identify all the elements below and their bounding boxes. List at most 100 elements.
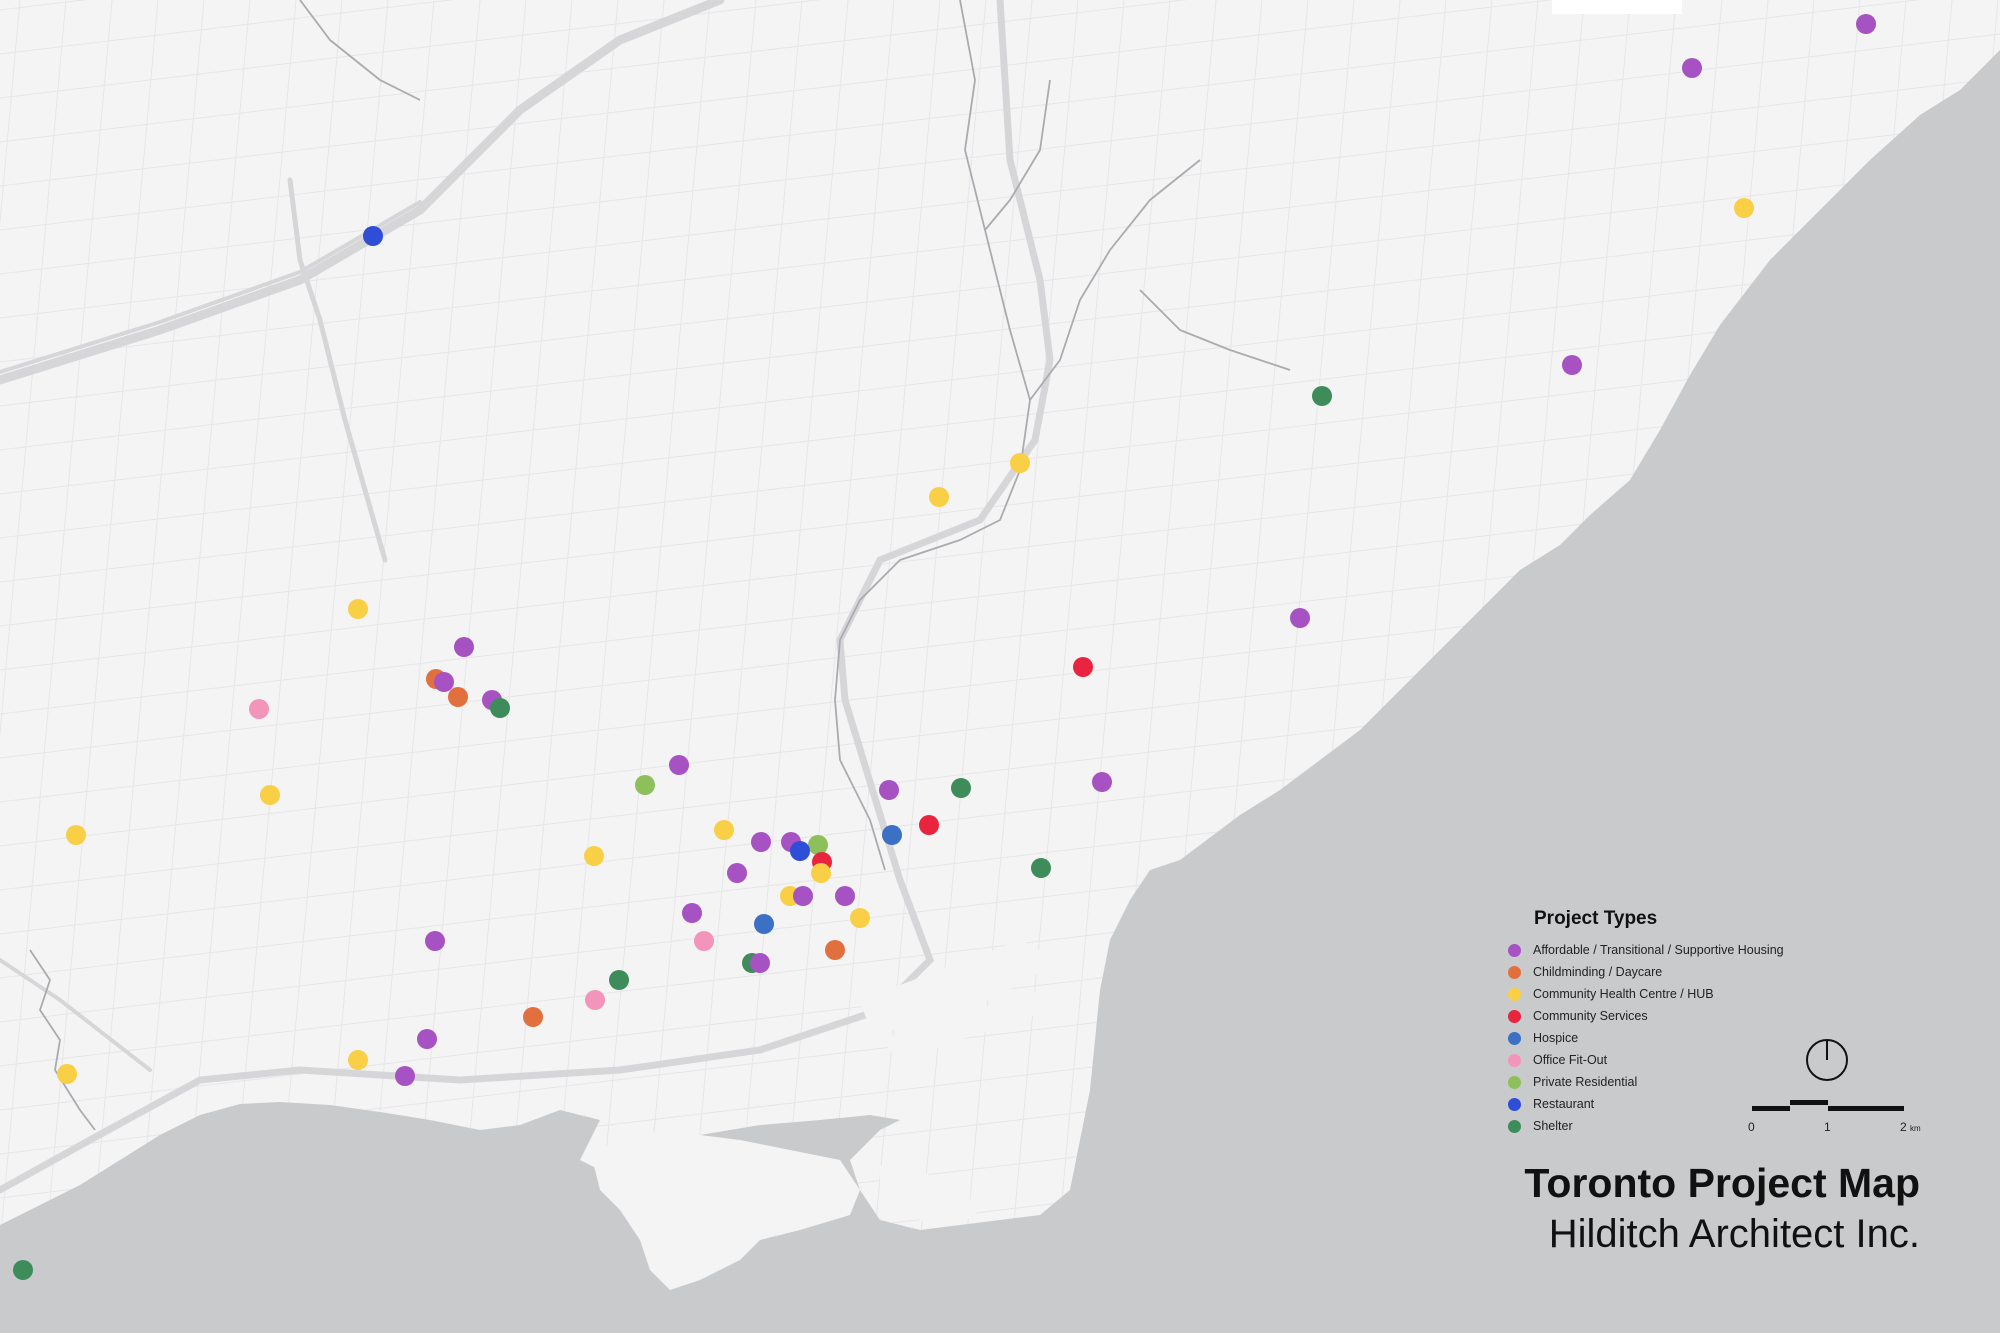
legend-label-housing: Affordable / Transitional / Supportive H… <box>1533 943 1784 957</box>
lake-ontario <box>0 50 2000 1333</box>
project-marker-housing[interactable] <box>669 755 689 775</box>
legend-swatch-office <box>1508 1053 1521 1067</box>
project-marker-shelter[interactable] <box>490 698 510 718</box>
map-title: Toronto Project Map <box>1524 1160 1920 1206</box>
project-marker-office[interactable] <box>694 931 714 951</box>
project-marker-shelter[interactable] <box>1312 386 1332 406</box>
legend-label-office: Office Fit-Out <box>1533 1053 1608 1067</box>
project-marker-housing[interactable] <box>879 780 899 800</box>
project-marker-housing[interactable] <box>682 903 702 923</box>
project-marker-hospice[interactable] <box>882 825 902 845</box>
project-marker-housing[interactable] <box>1682 58 1702 78</box>
legend-title: Project Types <box>1534 908 1658 929</box>
project-marker-health[interactable] <box>1734 198 1754 218</box>
project-marker-health[interactable] <box>348 1050 368 1070</box>
project-marker-housing[interactable] <box>425 931 445 951</box>
project-marker-housing[interactable] <box>727 863 747 883</box>
rivers <box>29 0 1291 1131</box>
project-marker-health[interactable] <box>57 1064 77 1084</box>
scale-bar-graphic <box>1752 1100 1904 1111</box>
project-marker-shelter[interactable] <box>951 778 971 798</box>
project-marker-housing[interactable] <box>395 1066 415 1086</box>
legend-swatch-residential <box>1508 1075 1521 1089</box>
project-marker-health[interactable] <box>714 820 734 840</box>
legend-swatch-housing <box>1508 943 1521 957</box>
legend-item-daycare: Childminding / Daycare <box>1498 961 1838 983</box>
legend-swatch-restaurant <box>1508 1097 1521 1111</box>
project-marker-housing[interactable] <box>793 886 813 906</box>
project-marker-health[interactable] <box>1010 453 1030 473</box>
project-marker-housing[interactable] <box>835 886 855 906</box>
project-marker-residential[interactable] <box>808 835 828 855</box>
project-marker-shelter[interactable] <box>1031 858 1051 878</box>
project-marker-health[interactable] <box>811 863 831 883</box>
project-marker-office[interactable] <box>249 699 269 719</box>
legend-item-restaurant: Restaurant <box>1498 1093 1838 1115</box>
legend-swatch-daycare <box>1508 965 1521 979</box>
legend-swatch-hospice <box>1508 1031 1521 1045</box>
project-marker-health[interactable] <box>929 487 949 507</box>
scale-tick-2-value: 2 <box>1900 1120 1907 1134</box>
project-marker-community[interactable] <box>919 815 939 835</box>
project-marker-restaurant[interactable] <box>363 226 383 246</box>
legend-label-shelter: Shelter <box>1533 1119 1573 1133</box>
project-markers <box>13 14 1876 1280</box>
toronto-islands <box>590 1130 980 1290</box>
project-marker-housing[interactable] <box>1856 14 1876 34</box>
project-marker-office[interactable] <box>585 990 605 1010</box>
project-marker-housing[interactable] <box>434 672 454 692</box>
project-marker-shelter[interactable] <box>609 970 629 990</box>
scale-unit: km <box>1910 1124 1921 1133</box>
legend-item-hospice: Hospice <box>1498 1027 1838 1049</box>
legend-item-housing: Affordable / Transitional / Supportive H… <box>1498 939 1838 961</box>
legend-label-community: Community Services <box>1533 1009 1648 1023</box>
project-marker-health[interactable] <box>348 599 368 619</box>
project-marker-health[interactable] <box>584 846 604 866</box>
project-marker-daycare[interactable] <box>825 940 845 960</box>
project-marker-daycare[interactable] <box>523 1007 543 1027</box>
legend-item-health: Community Health Centre / HUB <box>1498 983 1838 1005</box>
legend: Project Types Affordable / Transitional … <box>1498 908 1838 1137</box>
north-arrow-and-scale <box>1752 1039 1904 1111</box>
legend-item-office: Office Fit-Out <box>1498 1049 1838 1071</box>
project-marker-community[interactable] <box>1073 657 1093 677</box>
legend-label-restaurant: Restaurant <box>1533 1097 1595 1111</box>
scale-tick-1: 1 <box>1824 1120 1831 1134</box>
project-marker-hospice[interactable] <box>754 914 774 934</box>
legend-swatch-community <box>1508 1009 1521 1023</box>
legend-label-health: Community Health Centre / HUB <box>1533 987 1714 1001</box>
north-arrow-icon <box>1806 1039 1848 1081</box>
map-title-block: Toronto Project Map Hilditch Architect I… <box>1524 1158 1920 1260</box>
project-marker-health[interactable] <box>66 825 86 845</box>
port-lands-piers <box>860 940 1060 1060</box>
map-corner-label <box>1552 0 1682 14</box>
project-marker-health[interactable] <box>260 785 280 805</box>
legend-item-community: Community Services <box>1498 1005 1838 1027</box>
legend-label-hospice: Hospice <box>1533 1031 1579 1045</box>
legend-swatch-shelter <box>1508 1119 1521 1133</box>
legend-item-shelter: Shelter <box>1498 1115 1838 1137</box>
legend-label-daycare: Childminding / Daycare <box>1533 965 1663 979</box>
project-marker-housing[interactable] <box>1290 608 1310 628</box>
project-marker-housing[interactable] <box>454 637 474 657</box>
project-marker-housing[interactable] <box>1092 772 1112 792</box>
project-marker-housing[interactable] <box>417 1029 437 1049</box>
scale-tick-0: 0 <box>1748 1120 1755 1134</box>
project-marker-daycare[interactable] <box>448 687 468 707</box>
project-marker-housing[interactable] <box>1562 355 1582 375</box>
scale-tick-2: 2 km <box>1900 1120 1921 1134</box>
legend-label-residential: Private Residential <box>1533 1075 1638 1089</box>
project-marker-residential[interactable] <box>635 775 655 795</box>
project-marker-housing[interactable] <box>751 832 771 852</box>
legend-item-residential: Private Residential <box>1498 1071 1838 1093</box>
map-subtitle: Hilditch Architect Inc. <box>1548 1212 1920 1256</box>
highways <box>0 0 1054 1194</box>
legend-swatch-health <box>1508 987 1521 1001</box>
scale-bar: 0 1 2 km <box>1748 1038 1928 1138</box>
legend-items: Affordable / Transitional / Supportive H… <box>1498 939 1838 1137</box>
project-marker-shelter[interactable] <box>13 1260 33 1280</box>
project-marker-housing[interactable] <box>750 953 770 973</box>
project-marker-health[interactable] <box>850 908 870 928</box>
project-marker-restaurant[interactable] <box>790 841 810 861</box>
